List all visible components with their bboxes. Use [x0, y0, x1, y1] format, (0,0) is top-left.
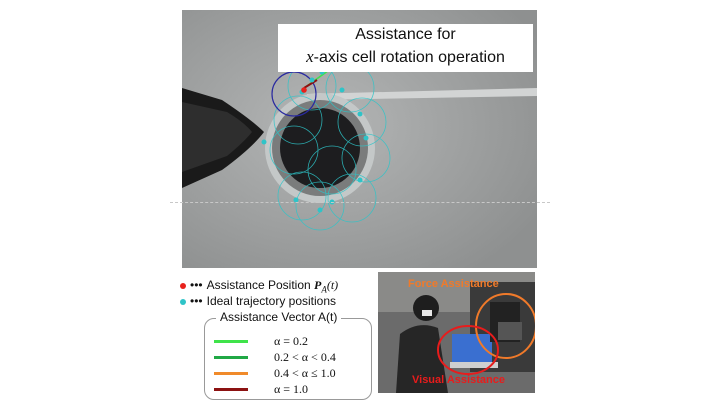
- legend-dots: •••: [190, 278, 203, 292]
- vector-color-swatch: [214, 356, 248, 359]
- assist-symbol: P: [314, 278, 322, 292]
- assist-label: Assistance Position: [206, 278, 314, 292]
- assistance-position-dot: [301, 87, 307, 93]
- trajectory-circles: [269, 61, 391, 231]
- title-line-2-rest: -axis cell rotation operation: [313, 49, 505, 66]
- title-axis-variable: x: [306, 47, 314, 66]
- assistance-circle: [271, 71, 317, 117]
- operator-head: [413, 295, 439, 321]
- vector-color-swatch: [214, 340, 248, 343]
- cyan-dot-icon: [180, 298, 186, 305]
- vector-color-swatch: [214, 388, 248, 391]
- injection-pipette: [307, 88, 537, 100]
- visual-assistance-label: Visual Assistance: [412, 374, 505, 386]
- dashed-guide-line: [170, 202, 550, 203]
- monitor-screen: [452, 334, 492, 362]
- legend-dots: •••: [190, 294, 203, 308]
- vector-row-label: α = 1.0: [274, 382, 309, 396]
- ideal-trajectory-dots: [261, 69, 369, 213]
- legend-assistance-position: ••• Assistance Position PA(t): [180, 278, 338, 294]
- assist-sub: A: [321, 284, 327, 295]
- operator-scene-illustration: [378, 272, 535, 393]
- vector-row-label: 0.4 < α ≤ 1.0: [274, 366, 336, 380]
- legend-ideal-trajectory: ••• Ideal trajectory positions: [180, 294, 336, 308]
- figure-title: Assistance for x-axis cell rotation oper…: [278, 24, 533, 72]
- vector-color-swatch: [214, 372, 248, 375]
- red-dot-icon: [180, 282, 186, 289]
- operator-photo: Force Assistance Visual Assistance: [378, 272, 535, 393]
- legend: ••• Assistance Position PA(t) ••• Ideal tr…: [180, 272, 380, 402]
- assist-arg: (t): [326, 278, 339, 292]
- title-line-2: x-axis cell rotation operation: [278, 46, 533, 69]
- visual-assistance-ellipse: [437, 325, 499, 375]
- vector-legend-title: Assistance Vector A(t): [216, 310, 342, 324]
- cell-core: [280, 108, 360, 188]
- title-line-1: Assistance for: [355, 26, 456, 43]
- vector-row-label: 0.2 < α < 0.4: [274, 350, 336, 364]
- operator-body: [396, 325, 448, 393]
- ideal-label: Ideal trajectory positions: [206, 294, 337, 308]
- vector-row-label: α = 0.2: [274, 334, 309, 348]
- force-assistance-label: Force Assistance: [408, 278, 499, 290]
